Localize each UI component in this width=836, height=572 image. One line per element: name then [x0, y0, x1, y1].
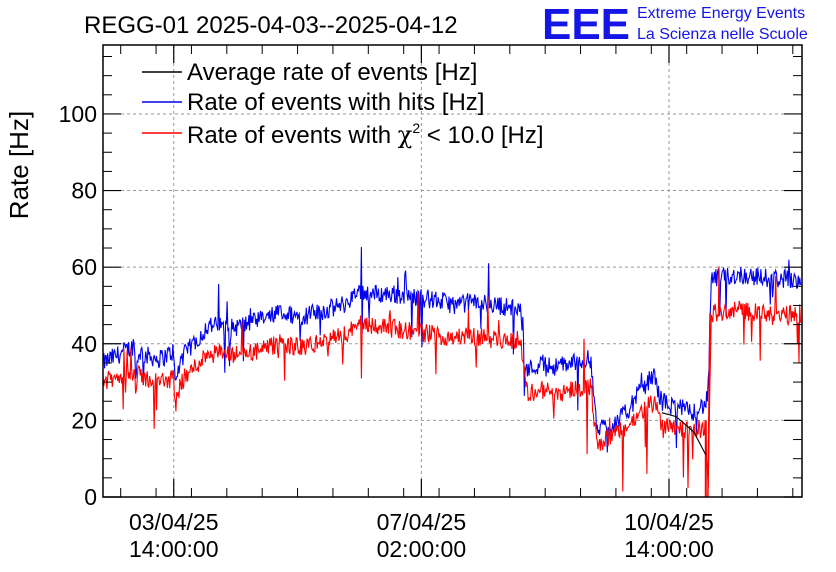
legend-label-chi2: Rate of events with χ2 < 10.0 [Hz] [187, 120, 544, 149]
series-line-rate-of-events-with-hits-hz [102, 246, 802, 453]
series-rise-marker [707, 313, 711, 498]
legend-label-hits: Rate of events with hits [Hz] [187, 89, 484, 116]
plot-frame [102, 44, 803, 498]
legend-chi2-prefix: Rate of events with [187, 122, 398, 149]
x-tick-label-time: 14:00:00 [129, 536, 219, 562]
eee-logo-letters: EEE [542, 0, 630, 49]
legend: Average rate of events [Hz] Rate of even… [142, 59, 544, 149]
eee-logo-line2: La Scienza nelle Scuole [637, 26, 808, 43]
legend-chi2-suffix: < 10.0 [Hz] [420, 122, 543, 149]
series-line-average-rate-of-events-hz [661, 412, 707, 456]
x-tick-label-time: 02:00:00 [377, 536, 467, 562]
legend-chi2-superscript: 2 [412, 120, 420, 136]
eee-logo: EEE Extreme Energy Events La Scienza nel… [542, 0, 808, 49]
y-tick-label: 60 [71, 254, 97, 280]
y-tick-label: 100 [59, 101, 97, 127]
y-axis-label: Rate [Hz] [4, 111, 34, 219]
legend-label-average: Average rate of events [Hz] [187, 59, 477, 86]
axes [103, 45, 802, 498]
x-tick-labels: 03/04/2514:00:0007/04/2502:00:0010/04/25… [129, 509, 714, 562]
series-layer [102, 246, 802, 498]
y-tick-label: 40 [71, 331, 97, 357]
x-tick-label-date: 03/04/25 [129, 509, 219, 535]
y-tick-labels: 0 20 40 60 80 100 [59, 101, 97, 510]
chart-title: REGG-01 2025-04-03--2025-04-12 [84, 12, 458, 39]
x-tick-label-date: 10/04/25 [624, 509, 714, 535]
eee-logo-line1: Extreme Energy Events [637, 5, 805, 22]
y-tick-label: 80 [71, 178, 97, 204]
series-line-rate-of-events-with-2-10-0-hz [102, 266, 802, 492]
x-tick-label-date: 07/04/25 [377, 509, 467, 535]
y-tick-label: 0 [84, 484, 97, 510]
y-tick-label: 20 [71, 407, 97, 433]
legend-chi2-symbol: χ [398, 121, 413, 149]
grid [103, 45, 802, 497]
x-tick-label-time: 14:00:00 [624, 536, 714, 562]
